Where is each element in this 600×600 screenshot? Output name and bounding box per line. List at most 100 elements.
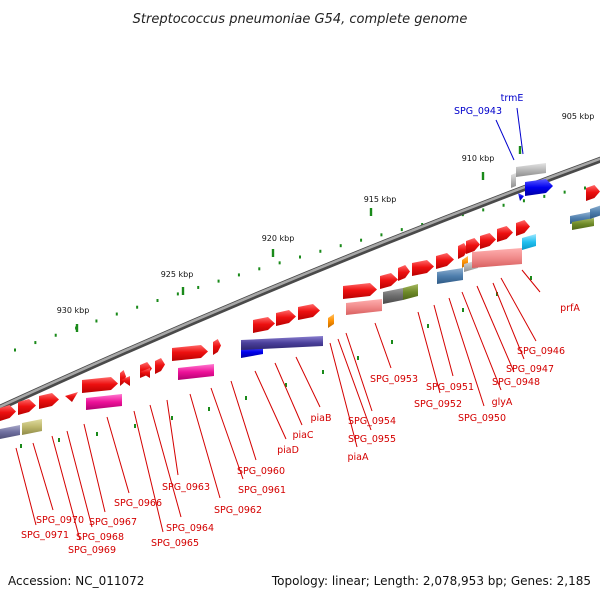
major-tick	[518, 146, 522, 154]
domain-bar	[403, 284, 418, 300]
minor-tick	[95, 319, 98, 323]
minor-tick	[400, 228, 403, 232]
domain-bar	[522, 234, 536, 250]
leader-line	[133, 410, 164, 533]
leader-line	[345, 332, 373, 412]
gene-label-glya: glyA	[492, 397, 513, 408]
gene-label-spg-0952: SPG_0952	[414, 399, 462, 410]
minor-tick	[563, 190, 566, 194]
major-tick	[75, 324, 79, 332]
minor-tick	[522, 199, 525, 203]
minor-tick	[96, 432, 98, 436]
minor-tick	[237, 273, 240, 277]
leader-line	[500, 277, 537, 342]
minor-tick	[360, 238, 363, 242]
gene-label-spg-0946: SPG_0946	[517, 346, 565, 357]
domain-bar	[572, 218, 594, 230]
gene-arrow	[172, 345, 208, 361]
gene-label-spg-0950: SPG_0950	[458, 413, 506, 424]
gene-arrow	[0, 405, 16, 421]
gene-arrow	[343, 283, 377, 299]
minor-tick	[217, 279, 220, 283]
minor-tick	[156, 299, 159, 302]
leader-lines	[15, 107, 541, 541]
domain-bar	[472, 248, 522, 268]
gene-arrow	[120, 370, 126, 386]
minor-tick	[176, 292, 179, 296]
major-tick	[481, 172, 485, 180]
minor-tick	[34, 341, 37, 345]
minor-tick	[285, 383, 287, 387]
minor-tick	[299, 255, 301, 259]
minor-tick	[136, 305, 139, 309]
gene-label-spg-0953: SPG_0953	[370, 374, 418, 385]
gene-arrow	[18, 399, 36, 415]
gene-arrow	[497, 226, 513, 242]
minor-tick	[482, 208, 485, 212]
gene-label-piab: piaB	[310, 413, 331, 424]
minor-ticks	[14, 186, 586, 352]
gene-label-spg-0964: SPG_0964	[166, 523, 214, 534]
gene-label-spg-0968: SPG_0968	[76, 532, 124, 543]
minor-tick	[197, 285, 200, 289]
gene-label-spg-0966: SPG_0966	[114, 498, 162, 509]
leader-line	[374, 322, 392, 369]
domain-bar	[0, 425, 20, 439]
scale-label: 930 kbp	[57, 306, 90, 315]
gene-labels: trmE SPG_0943 prfA SPG_0946 SPG_0947 SPG_0948…	[21, 93, 580, 556]
gene-arrow	[398, 265, 410, 281]
major-tick	[369, 208, 373, 216]
gene-label-trme: trmE	[501, 93, 524, 104]
minor-tick	[462, 308, 464, 312]
gene-label-spg-0948: SPG_0948	[492, 377, 540, 388]
gene-feature-gray	[511, 173, 516, 188]
gene-arrow	[436, 253, 454, 269]
leader-line	[189, 393, 221, 499]
minor-tick	[427, 324, 429, 328]
gene-arrow	[253, 317, 275, 333]
gene-arrow	[155, 358, 165, 374]
gene-label-spg-0954: SPG_0954	[348, 416, 396, 427]
scale-label: 905 kbp	[562, 112, 595, 121]
leader-line	[495, 119, 515, 161]
minor-tick	[54, 333, 57, 337]
leader-line	[274, 362, 303, 426]
domain-bar	[86, 394, 122, 410]
gene-label-piac: piaC	[292, 430, 313, 441]
gene-label-spg-0943: SPG_0943	[454, 106, 502, 117]
gene-arrow	[458, 243, 468, 259]
minor-tick	[319, 249, 322, 253]
minor-tick	[543, 194, 546, 198]
leader-line	[516, 107, 524, 155]
gene-arrow	[466, 238, 480, 254]
leader-line	[32, 442, 54, 511]
gene-arrow	[121, 376, 130, 386]
major-tick	[181, 287, 185, 295]
gene-label-spg-0971: SPG_0971	[21, 530, 69, 541]
leader-line	[15, 447, 37, 526]
gene-label-spg-0947: SPG_0947	[506, 364, 554, 375]
minor-tick	[258, 267, 261, 271]
gene-arrow	[82, 377, 118, 393]
major-tick	[271, 249, 275, 257]
domain-bar	[241, 336, 323, 350]
gene-arrow	[213, 339, 221, 355]
leader-line	[461, 291, 502, 391]
scale-label: 915 kbp	[364, 195, 397, 204]
gene-arrow	[140, 368, 150, 378]
gene-arrow	[516, 220, 530, 236]
scale-label: 910 kbp	[462, 154, 495, 163]
minor-tick	[380, 233, 383, 237]
domain-bar	[178, 364, 214, 380]
leader-line	[210, 387, 244, 480]
gene-label-spg-0963: SPG_0963	[162, 482, 210, 493]
map-title: Streptococcus pneumoniae G54, complete g…	[133, 12, 468, 27]
domain-bar	[590, 205, 600, 219]
leader-line	[166, 399, 179, 476]
genome-axis-highlight	[0, 157, 600, 409]
major-ticks	[75, 146, 522, 332]
topology-summary: Topology: linear; Length: 2,078,953 bp; …	[271, 574, 591, 588]
gene-label-spg-0970: SPG_0970	[36, 515, 84, 526]
domain-bar	[346, 299, 382, 315]
leader-line	[433, 304, 454, 377]
